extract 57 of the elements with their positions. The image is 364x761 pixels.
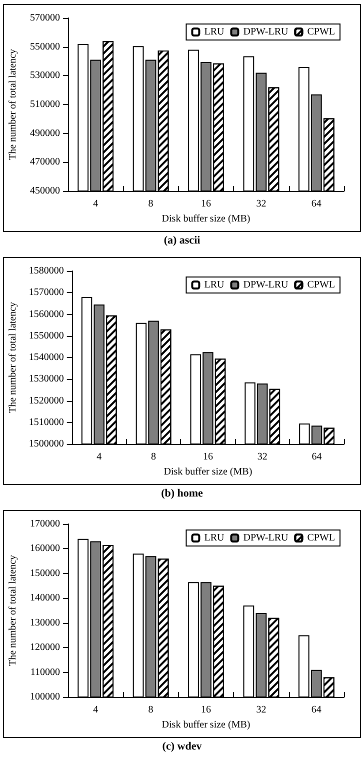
x-tick-label: 8	[151, 452, 156, 462]
x-tick-label: 64	[311, 198, 322, 210]
x-tick-label: 4	[93, 198, 98, 210]
y-tick-label: 530000	[30, 70, 60, 82]
legend-label: DPW-LRU	[243, 26, 289, 38]
y-tick-label: 1550000	[28, 330, 64, 342]
y-tick-label: 510000	[30, 99, 60, 110]
x-tick-label: 16	[201, 704, 211, 716]
legend-label: LRU	[204, 26, 225, 38]
x-axis-title: Disk buffer size (MB)	[164, 466, 252, 478]
legend-label: DPW-LRU	[243, 532, 289, 544]
legend-label: LRU	[204, 280, 225, 290]
x-tick-label: 32	[256, 704, 266, 716]
y-axis-title: The number of total latency	[8, 48, 18, 160]
y-tick-label: 1570000	[28, 287, 64, 298]
y-tick-label: 1500000	[28, 438, 64, 450]
text: (a) ascii	[164, 234, 200, 246]
text: (b) home	[161, 488, 204, 500]
x-tick-label: 32	[256, 198, 266, 210]
y-axis-title: The number of total latency	[8, 554, 18, 666]
x-axis-title: Disk buffer size (MB)	[162, 719, 250, 730]
y-tick-label: 1560000	[28, 308, 64, 320]
y-tick-label: 110000	[30, 666, 60, 678]
y-tick-label: 450000	[30, 186, 60, 196]
y-tick-label: 140000	[30, 592, 60, 604]
x-tick-label: 64	[311, 704, 322, 716]
y-tick-label: 550000	[30, 41, 60, 52]
x-tick-label: 32	[257, 452, 268, 462]
y-tick-label: 1540000	[28, 352, 64, 363]
y-tick-label: 490000	[30, 128, 60, 139]
y-tick-label: 170000	[30, 518, 60, 530]
y-tick-label: 1510000	[28, 416, 64, 428]
y-tick-label: 100000	[30, 692, 60, 702]
y-tick-label: 1520000	[28, 395, 64, 406]
legend-label: CPWL	[307, 26, 336, 38]
x-tick-label: 64	[312, 452, 322, 462]
y-tick-label: 150000	[30, 568, 60, 579]
y-axis-title: The number of total latency	[8, 302, 18, 414]
y-tick-label: 1530000	[28, 374, 64, 385]
x-tick-label: 8	[148, 198, 154, 210]
y-tick-label: 1580000	[28, 266, 64, 276]
y-tick-label: 120000	[30, 642, 60, 654]
text: (c) wdev	[162, 740, 202, 752]
legend-label: LRU	[204, 532, 225, 544]
y-tick-label: 130000	[30, 617, 60, 628]
y-tick-label: 570000	[30, 12, 60, 24]
y-tick-label: 470000	[30, 156, 60, 168]
legend-label: CPWL	[307, 532, 336, 544]
x-tick-label: 8	[148, 704, 154, 716]
x-axis-title: Disk buffer size (MB)	[162, 213, 250, 224]
x-tick-label: 4	[96, 452, 102, 462]
x-tick-label: 16	[202, 452, 213, 462]
x-tick-label: 16	[201, 198, 211, 210]
y-tick-label: 160000	[30, 543, 60, 554]
legend-label: CPWL	[307, 280, 336, 290]
legend-label: DPW-LRU	[243, 280, 289, 290]
x-tick-label: 4	[93, 704, 98, 716]
